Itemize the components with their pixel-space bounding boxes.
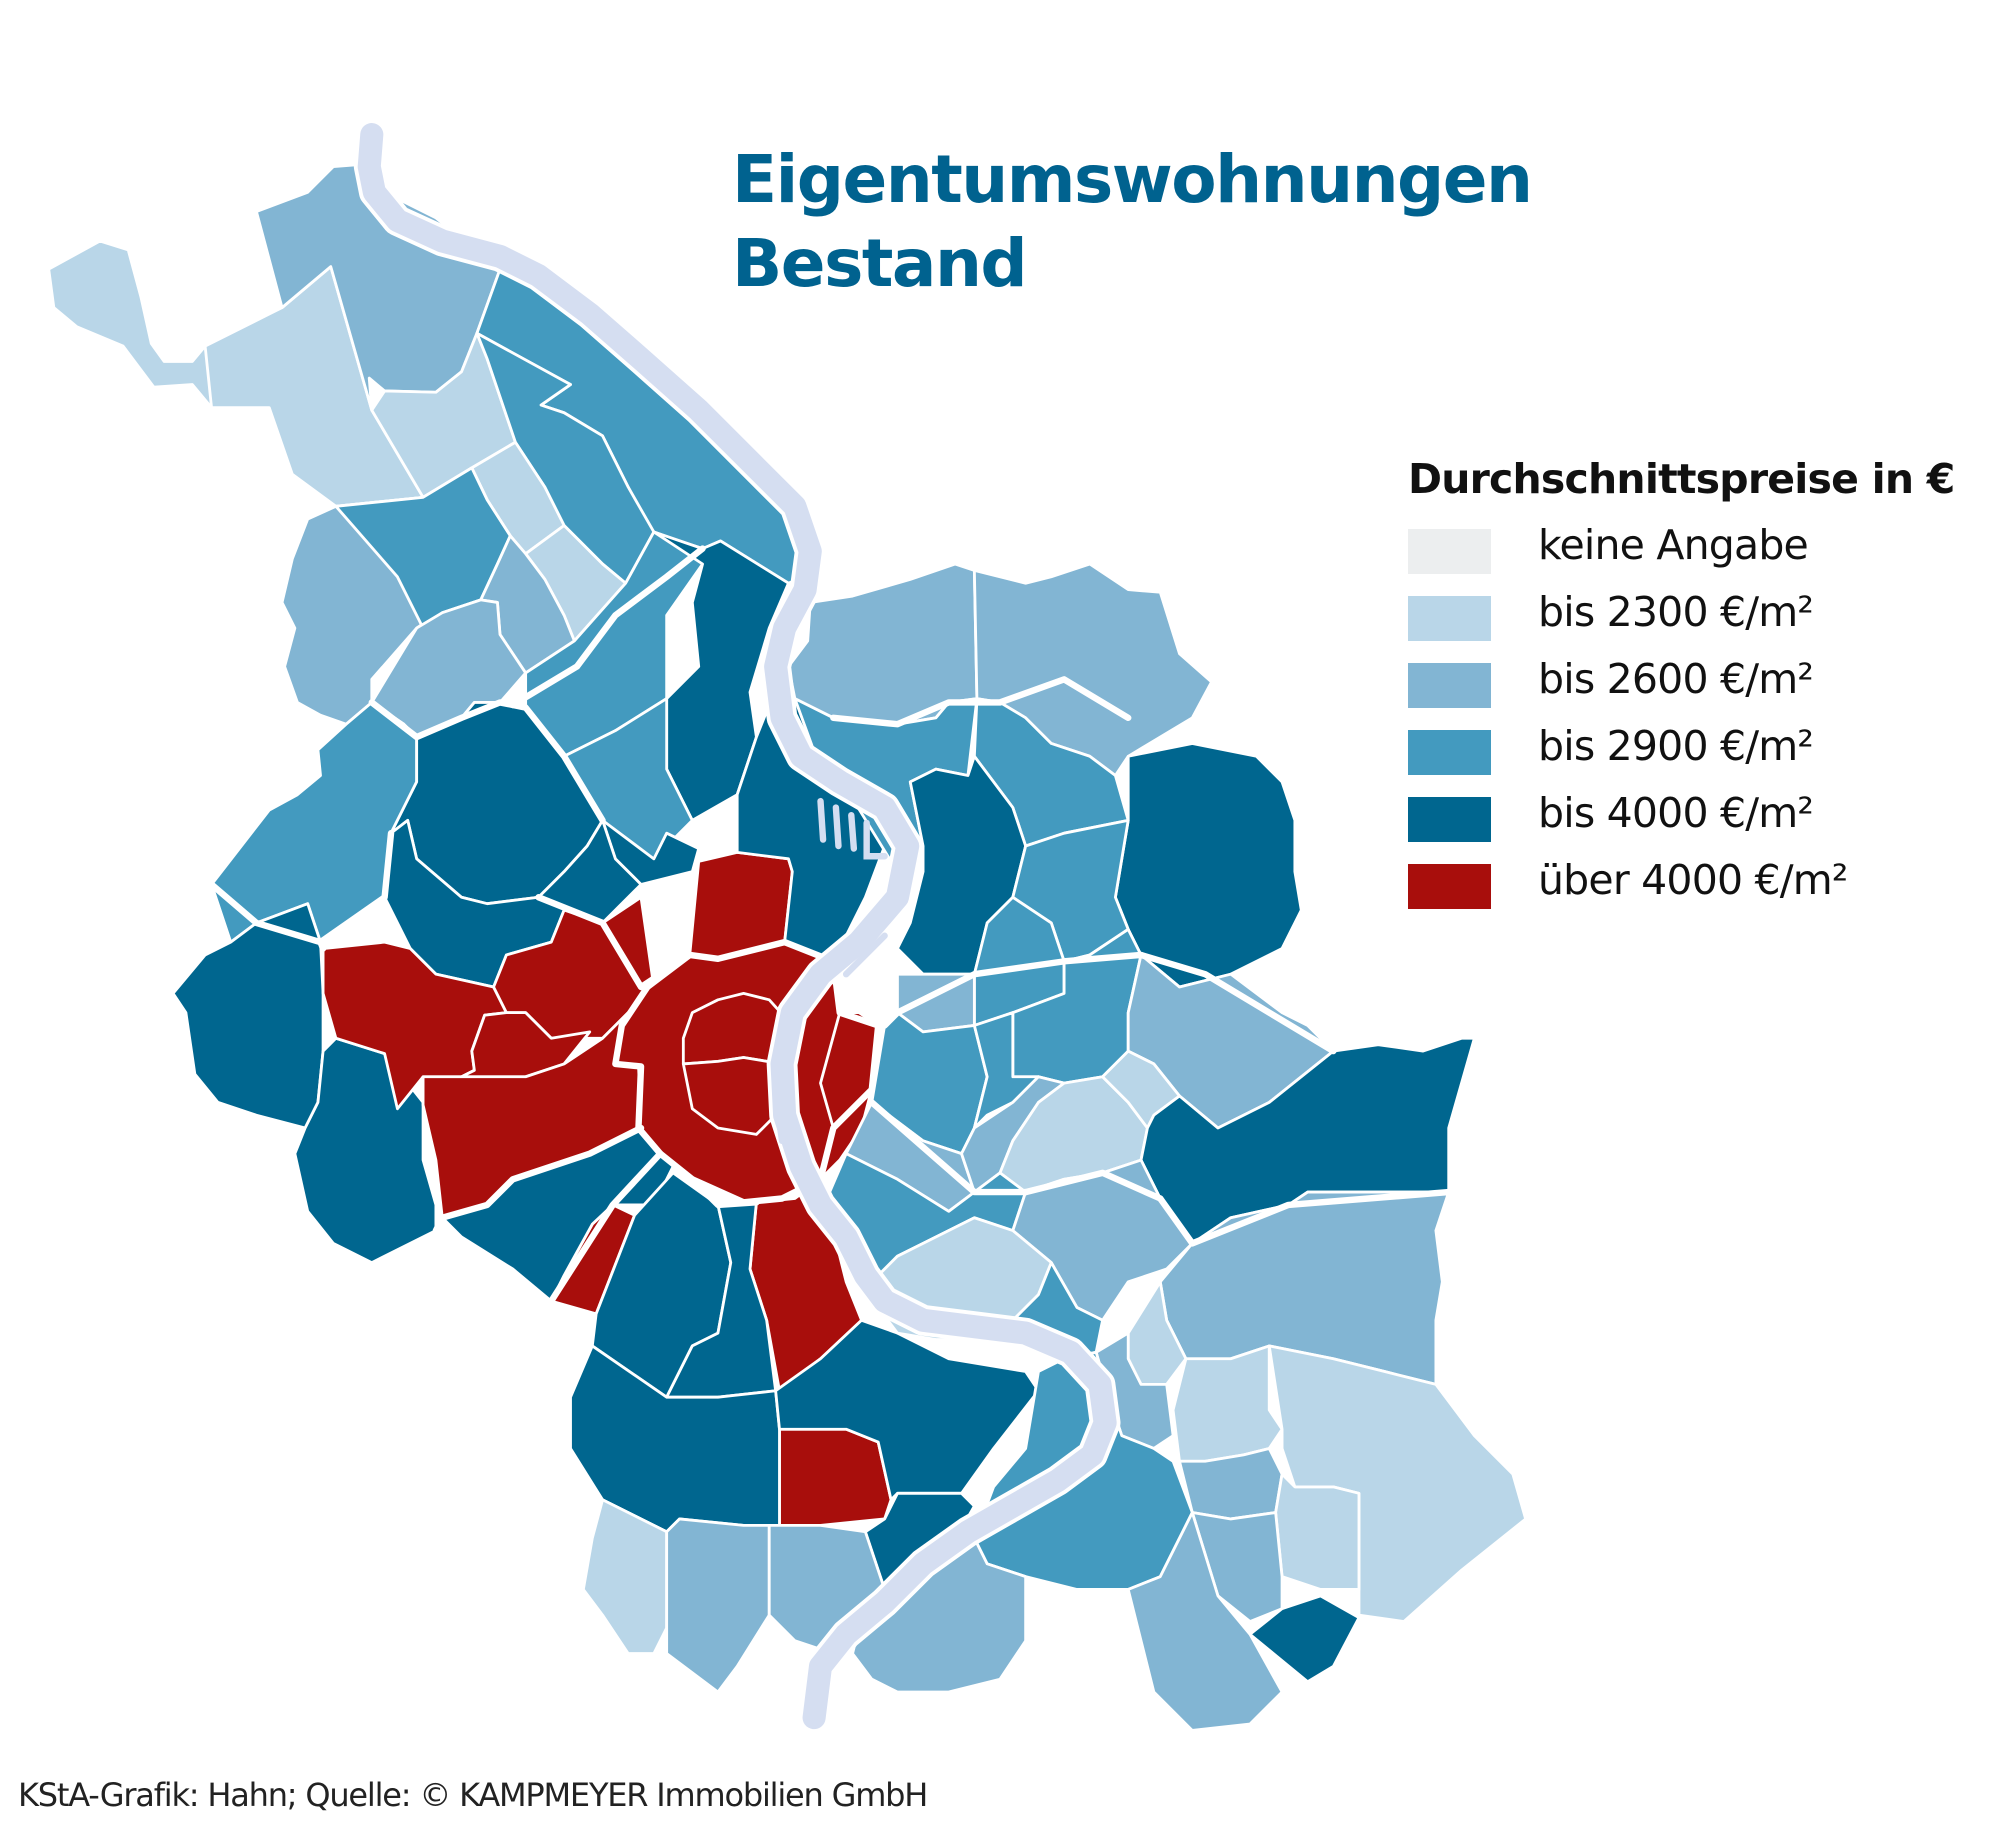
legend-label: bis 2600 €/m² xyxy=(1538,655,1814,703)
legend-item-4000: bis 4000 €/m² xyxy=(1408,789,1988,864)
harbor-basins xyxy=(772,797,888,1145)
district xyxy=(581,1498,669,1655)
legend-label: bis 4000 €/m² xyxy=(1538,789,1814,837)
legend-swatch xyxy=(1408,864,1491,909)
district-boundary xyxy=(1022,1169,1164,1202)
district xyxy=(1113,742,1303,989)
district xyxy=(1126,1511,1284,1732)
rhine-river-water xyxy=(357,123,1117,1730)
district-boundary xyxy=(317,829,395,946)
district xyxy=(1274,1472,1361,1591)
legend-label: keine Angabe xyxy=(1538,521,1809,569)
district-boundary xyxy=(432,1124,645,1234)
legend-swatch xyxy=(1408,797,1491,842)
district-boundary xyxy=(548,1150,664,1305)
district-boundary xyxy=(368,699,606,824)
district xyxy=(1171,1344,1284,1463)
legend-swatch xyxy=(1408,730,1491,775)
district-boundary xyxy=(830,676,1132,728)
district-boundary xyxy=(208,881,327,952)
district-boundary xyxy=(1157,1188,1452,1247)
legend-label: über 4000 €/m² xyxy=(1538,856,1848,904)
district-boundary xyxy=(509,545,706,709)
legend: Durchschnittspreise in € keine Angabe bi… xyxy=(1408,455,1988,931)
district xyxy=(1248,1594,1361,1684)
map-title-line2: Bestand xyxy=(732,225,1028,302)
legend-item-2600: bis 2600 €/m² xyxy=(1408,655,1988,730)
legend-swatch xyxy=(1408,529,1491,574)
district xyxy=(524,530,704,758)
legend-swatch xyxy=(1408,663,1491,708)
district xyxy=(774,1318,1040,1502)
legend-item-2900: bis 2900 €/m² xyxy=(1408,722,1988,797)
legend-label: bis 2900 €/m² xyxy=(1538,722,1814,770)
legend-item-2300: bis 2300 €/m² xyxy=(1408,588,1988,663)
district xyxy=(1267,1344,1528,1623)
district-boundary xyxy=(868,1099,1029,1196)
legend-swatch xyxy=(1408,596,1491,641)
legend-item-over-4000: über 4000 €/m² xyxy=(1408,856,1988,931)
legend-item-no-data: keine Angabe xyxy=(1408,521,1988,596)
map-title-line1: Eigentumswohnungen xyxy=(732,141,1533,218)
district-boundary xyxy=(881,951,1337,1055)
legend-label: bis 2300 €/m² xyxy=(1538,588,1814,636)
legend-title: Durchschnittspreise in € xyxy=(1408,455,1955,503)
district xyxy=(778,1427,893,1527)
district xyxy=(210,701,419,944)
district xyxy=(665,1517,771,1694)
source-credit: KStA-Grafik: Hahn; Quelle: © KAMPMEYER I… xyxy=(18,1776,928,1814)
map-title: Eigentumswohnungen Bestand xyxy=(732,138,1533,306)
